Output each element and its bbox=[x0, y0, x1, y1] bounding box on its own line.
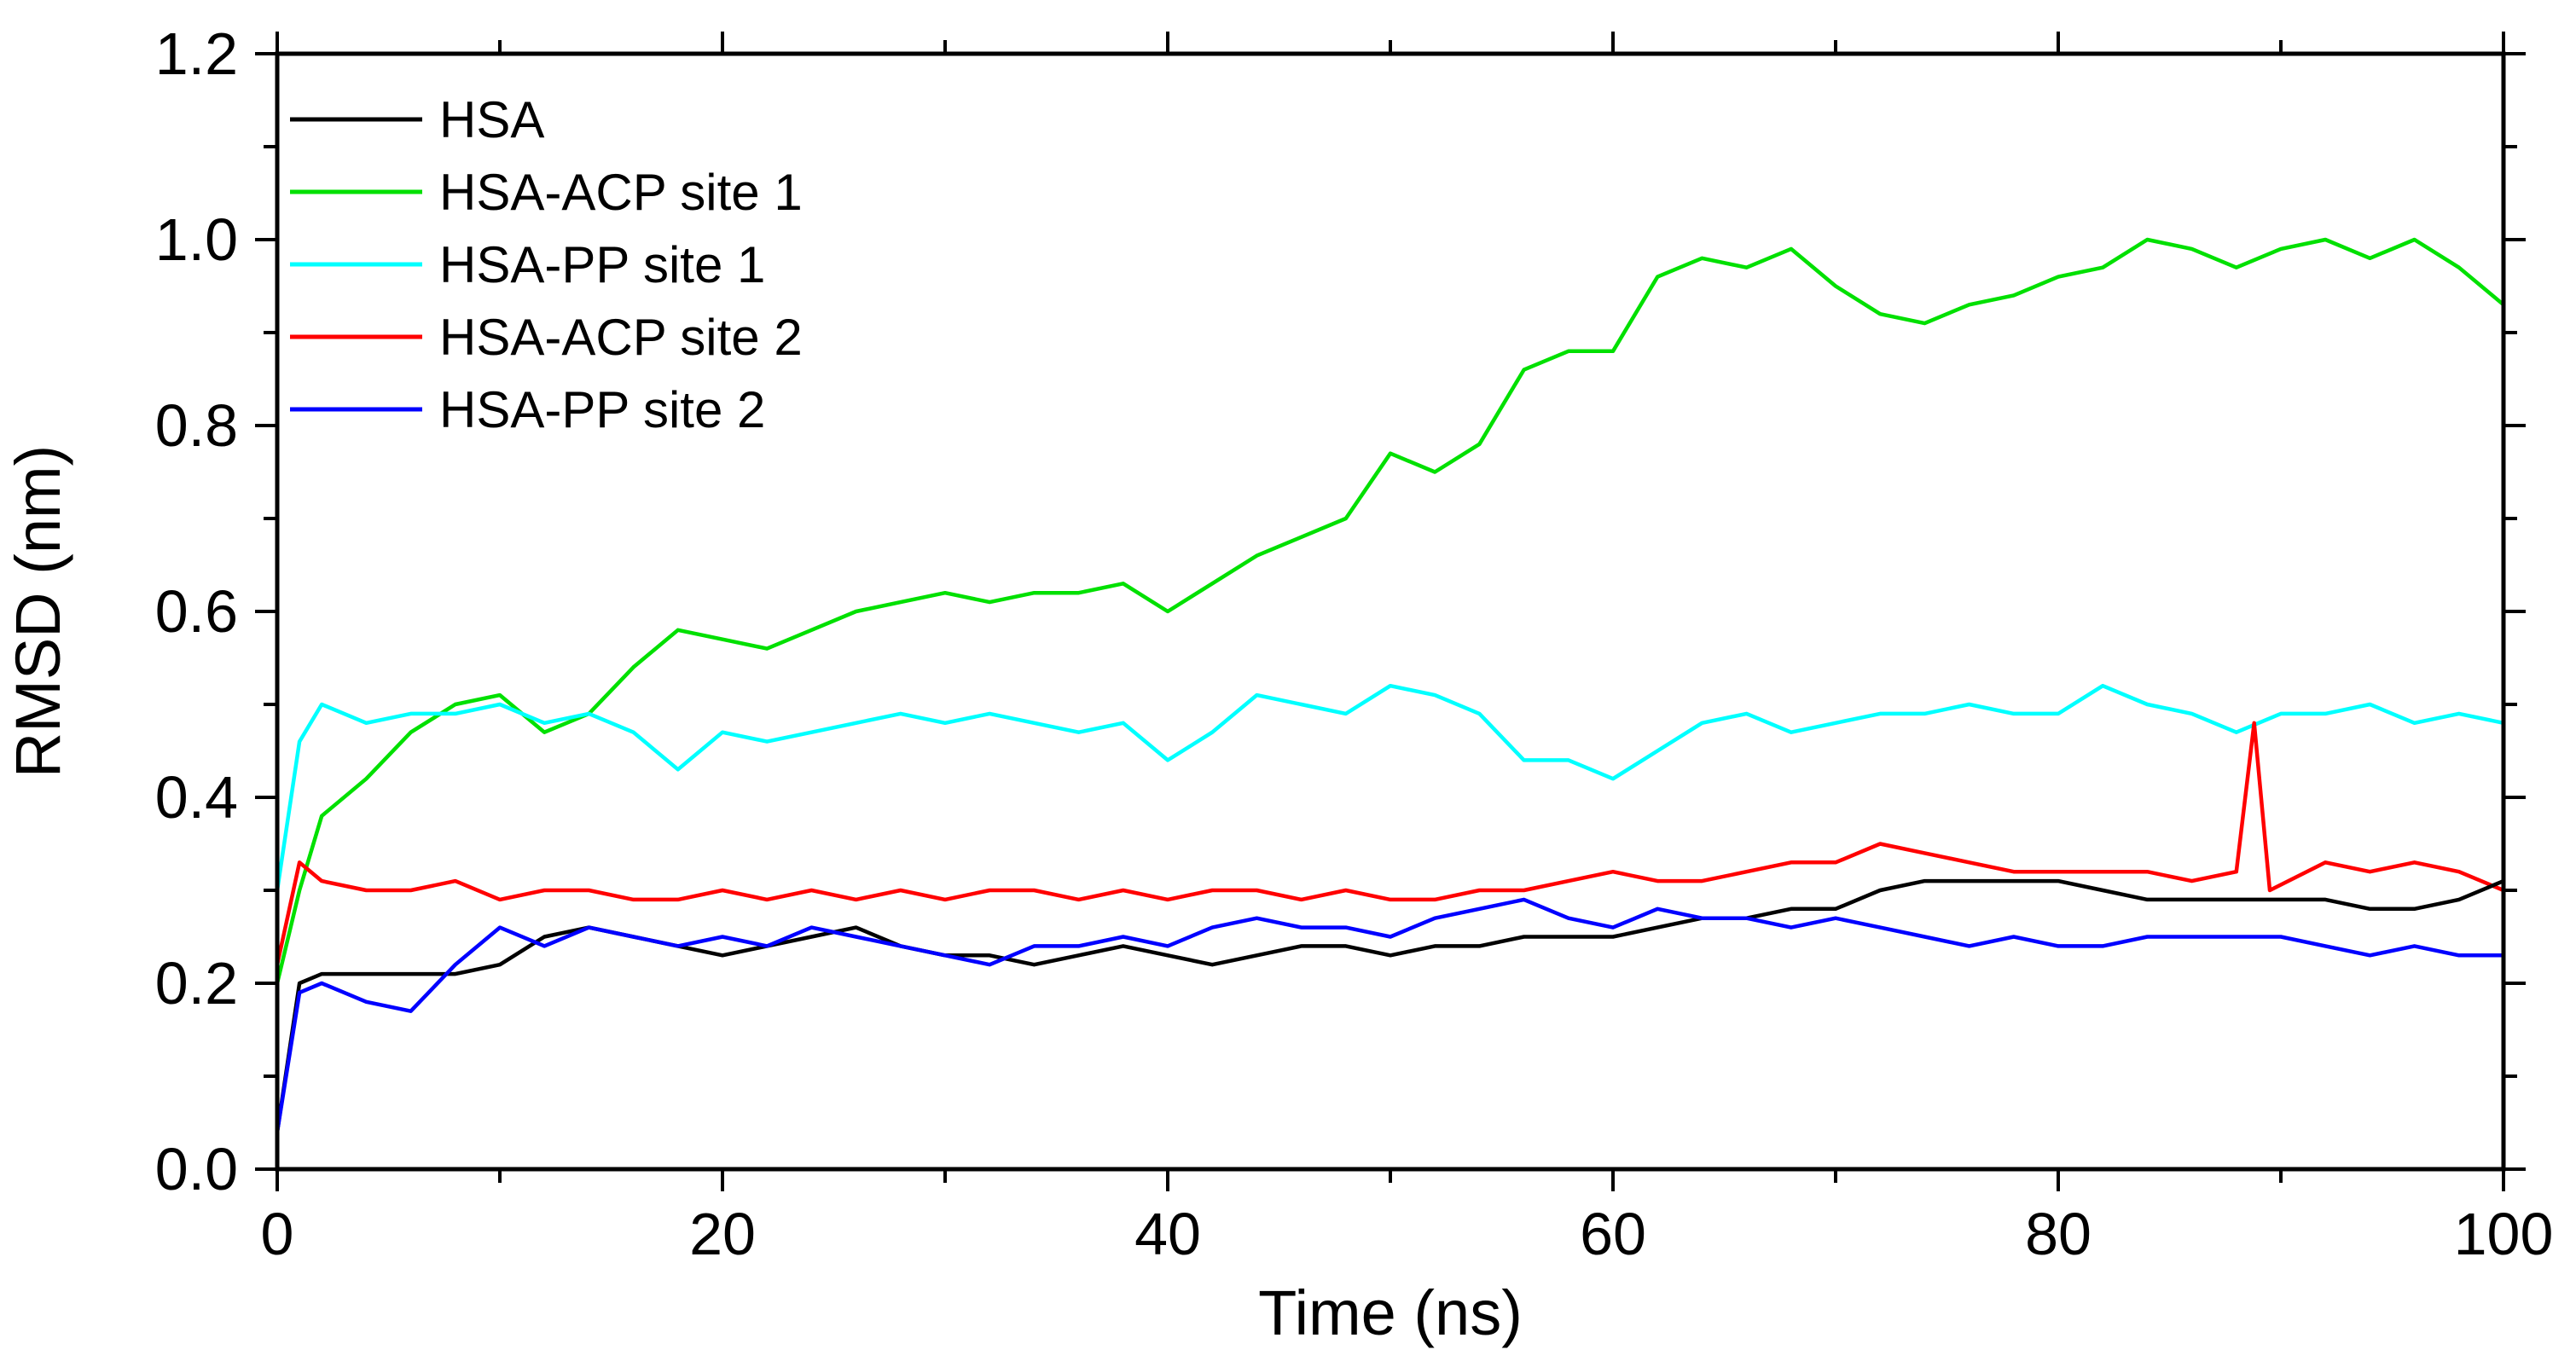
legend-label-hsa-acp-site-2: HSA-ACP site 2 bbox=[439, 309, 803, 366]
tick-label-layer: 0 20 40 60 80 100 0.0 0.2 0.4 0.6 0.8 1.0 1.2 bbox=[155, 20, 2554, 1267]
legend-label-hsa: HSA bbox=[439, 91, 544, 148]
y-tick-label: 0.6 bbox=[155, 578, 238, 645]
y-tick-label: 0.4 bbox=[155, 764, 238, 831]
y-tick-label: 1.2 bbox=[155, 20, 238, 87]
x-tick-label: 20 bbox=[689, 1201, 756, 1267]
y-tick-label: 0.2 bbox=[155, 950, 238, 1017]
y-tick-label: 0.8 bbox=[155, 392, 238, 459]
y-tick-label: 0.0 bbox=[155, 1136, 238, 1202]
legend-label-hsa-pp-site-1: HSA-PP site 1 bbox=[439, 236, 765, 293]
series-line-hsa-pp-site-2 bbox=[275, 897, 2503, 1132]
y-axis-title: RMSD (nm) bbox=[3, 445, 73, 779]
x-tick-label: 100 bbox=[2454, 1201, 2554, 1267]
x-tick-label: 40 bbox=[1134, 1201, 1201, 1267]
plot-frame bbox=[275, 51, 2506, 1172]
x-tick-label: 80 bbox=[2025, 1201, 2092, 1267]
series-line-hsa-acp-site-1 bbox=[275, 237, 2505, 984]
legend-label-hsa-acp-site-1: HSA-ACP site 1 bbox=[439, 164, 803, 221]
series-layer bbox=[275, 237, 2505, 1132]
y-tick-label: 1.0 bbox=[155, 206, 238, 273]
series-line-hsa-acp-site-2 bbox=[275, 721, 2504, 965]
x-tick-label: 0 bbox=[261, 1201, 294, 1267]
legend: HSA HSA-ACP site 1 HSA-PP site 1 HSA-ACP si… bbox=[290, 91, 803, 438]
legend-label-hsa-pp-site-2: HSA-PP site 2 bbox=[439, 381, 765, 438]
series-line-hsa bbox=[275, 878, 2504, 1132]
tick-layer bbox=[255, 32, 2526, 1191]
x-axis-title: Time (ns) bbox=[1258, 1277, 1523, 1348]
x-tick-label: 60 bbox=[1580, 1201, 1646, 1267]
series-line-hsa-pp-site-1 bbox=[275, 683, 2504, 891]
